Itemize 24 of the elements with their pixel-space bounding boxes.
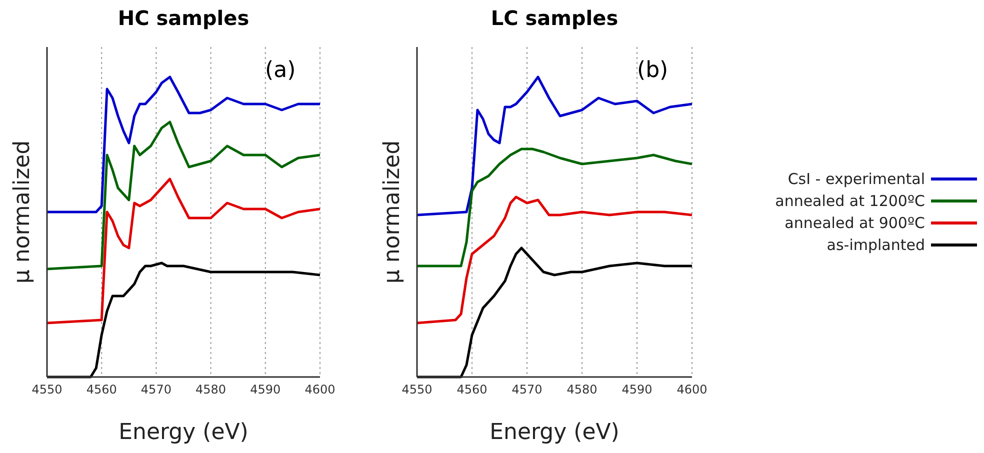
legend-label: as-implanted [826,236,925,254]
legend-label: annealed at 900ºC [784,214,925,232]
x-tick-label: 4560 [86,382,117,397]
x-tick-label: 4600 [304,382,336,397]
y-axis-title: μ normalized [10,140,35,284]
y-axis-title: μ normalized [380,140,405,284]
x-tick-label: 4550 [32,382,62,397]
x-tick-label: 4560 [456,382,488,397]
x-tick-label: 4580 [196,382,226,397]
legend-label: CsI - experimental [788,170,925,188]
x-tick-label: 4580 [566,382,598,397]
x-tick-label: 4600 [676,382,708,397]
annotation: (b) [637,58,668,83]
chart-title: LC samples [490,6,620,30]
x-axis-title: Energy (eV) [118,420,248,445]
x-tick-label: 4590 [250,382,281,397]
x-tick-label: 4570 [512,382,542,397]
annotation: (a) [265,58,296,83]
x-axis-title: Energy (eV) [490,420,620,445]
legend-label: annealed at 1200ºC [775,192,925,210]
chart-title: HC samples [116,6,250,30]
x-tick-label: 4550 [402,382,432,397]
x-tick-label: 4570 [140,382,172,397]
x-tick-label: 4590 [622,382,652,397]
